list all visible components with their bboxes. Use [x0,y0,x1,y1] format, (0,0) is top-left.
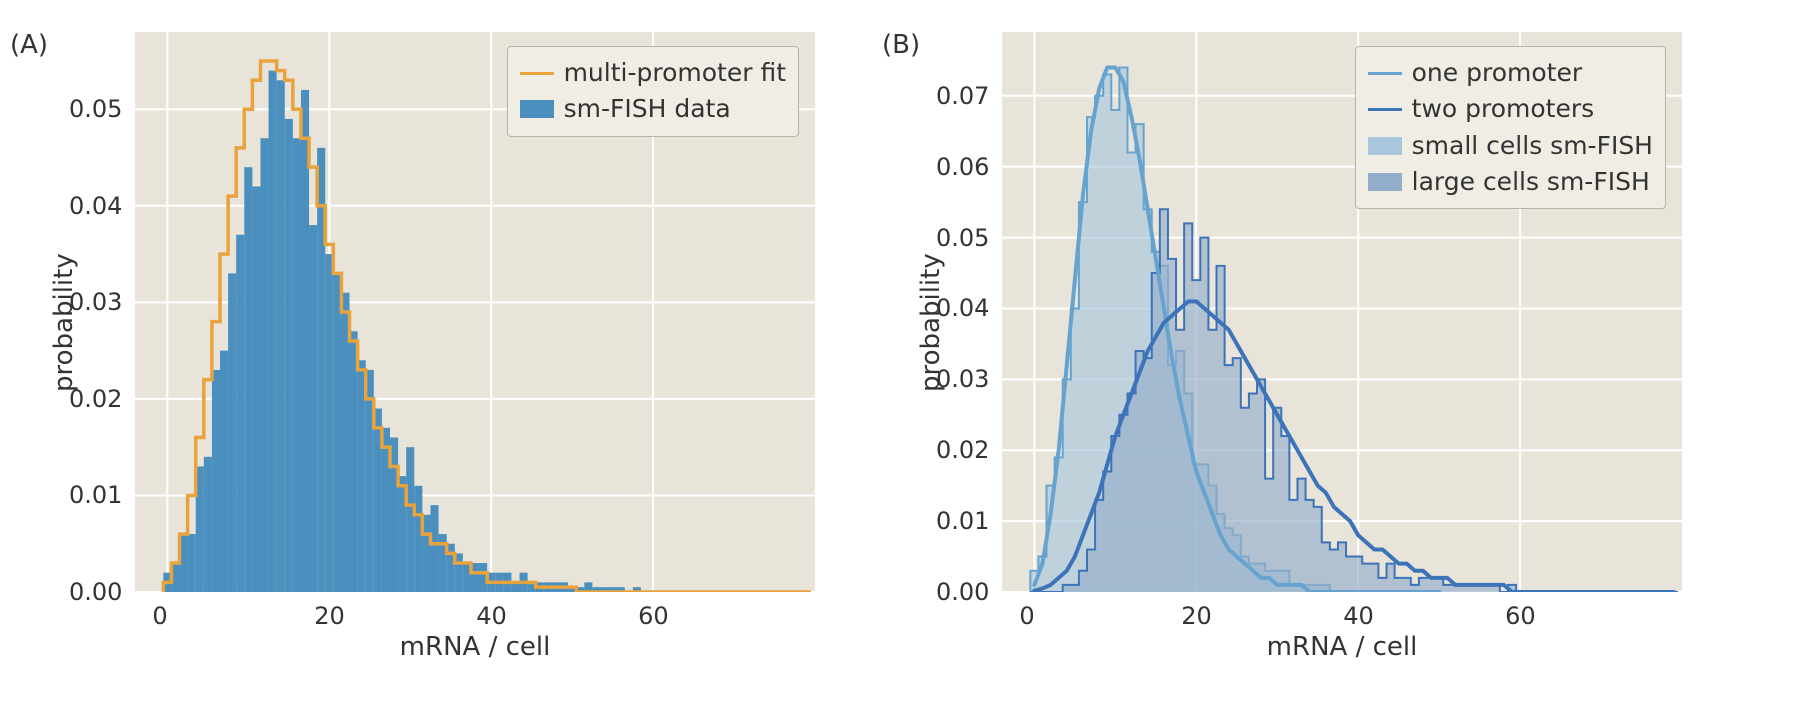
ytick-label: 0.06 [936,153,990,181]
xtick-label: 0 [152,602,167,630]
xtick-label: 40 [1343,602,1374,630]
panel-b: one promoter two promoters small cells s… [1002,32,1682,592]
ytick-label: 0.05 [936,224,990,252]
ytick-label: 0.00 [936,578,990,606]
ytick-label: 0.05 [69,95,123,123]
panel-a-ylabel: probability [49,253,79,392]
ytick-label: 0.07 [936,82,990,110]
ytick-label: 0.04 [69,192,123,220]
panel-a-label: (A) [10,30,48,60]
panel-a-xlabel: mRNA / cell [135,632,815,662]
legend-b-label-0: one promoter [1412,55,1582,91]
legend-b-swatch-1 [1368,108,1402,111]
legend-a-item-0: multi-promoter fit [520,55,786,91]
figure: (A) (B) multi-promoter fit sm-FISH data … [0,0,1804,717]
panel-b-ylabel: probability [916,253,946,392]
xtick-label: 20 [314,602,345,630]
panel-b-plot-area: one promoter two promoters small cells s… [1002,32,1682,592]
legend-a-label-0: multi-promoter fit [564,55,786,91]
legend-b-label-1: two promoters [1412,91,1595,127]
panel-b-xlabel: mRNA / cell [1002,632,1682,662]
legend-b-label-2: small cells sm-FISH [1412,128,1653,164]
legend-b-item-0: one promoter [1368,55,1653,91]
panel-b-label: (B) [882,30,920,60]
ytick-label: 0.00 [69,578,123,606]
xtick-label: 60 [638,602,669,630]
legend-a-swatch-1 [520,100,554,118]
legend-a-item-1: sm-FISH data [520,91,786,127]
legend-b-swatch-2 [1368,137,1402,155]
panel-b-legend: one promoter two promoters small cells s… [1355,46,1666,209]
ytick-label: 0.01 [936,507,990,535]
legend-b-item-2: small cells sm-FISH [1368,128,1653,164]
ytick-label: 0.02 [936,436,990,464]
legend-b-swatch-0 [1368,72,1402,75]
panel-a-plot-area: multi-promoter fit sm-FISH data [135,32,815,592]
xtick-label: 60 [1505,602,1536,630]
legend-a-swatch-0 [520,72,554,75]
legend-b-swatch-3 [1368,173,1402,191]
ytick-label: 0.01 [69,481,123,509]
xtick-label: 40 [476,602,507,630]
xtick-label: 0 [1019,602,1034,630]
legend-a-label-1: sm-FISH data [564,91,731,127]
panel-a-legend: multi-promoter fit sm-FISH data [507,46,799,137]
panel-a: multi-promoter fit sm-FISH data 0.000.01… [135,32,815,592]
legend-b-item-1: two promoters [1368,91,1653,127]
xtick-label: 20 [1181,602,1212,630]
legend-b-item-3: large cells sm-FISH [1368,164,1653,200]
legend-b-label-3: large cells sm-FISH [1412,164,1650,200]
